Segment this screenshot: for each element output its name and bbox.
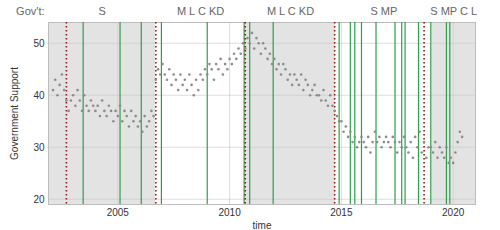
svg-text:50: 50: [33, 38, 45, 49]
svg-text:Government Support: Government Support: [9, 67, 20, 160]
svg-text:time: time: [253, 220, 272, 230]
svg-text:S MP: S MP: [370, 5, 397, 17]
svg-text:2015: 2015: [330, 207, 353, 218]
svg-text:Gov't:: Gov't:: [16, 5, 44, 17]
svg-text:S MP C L: S MP C L: [430, 5, 477, 17]
svg-text:2010: 2010: [218, 207, 241, 218]
svg-text:M L C KD: M L C KD: [177, 5, 224, 17]
svg-text:M L C KD: M L C KD: [267, 5, 314, 17]
svg-text:2005: 2005: [107, 207, 130, 218]
svg-text:40: 40: [33, 90, 45, 101]
svg-text:20: 20: [33, 194, 45, 205]
svg-text:S: S: [98, 5, 105, 17]
svg-text:30: 30: [33, 142, 45, 153]
svg-text:2020: 2020: [442, 207, 465, 218]
